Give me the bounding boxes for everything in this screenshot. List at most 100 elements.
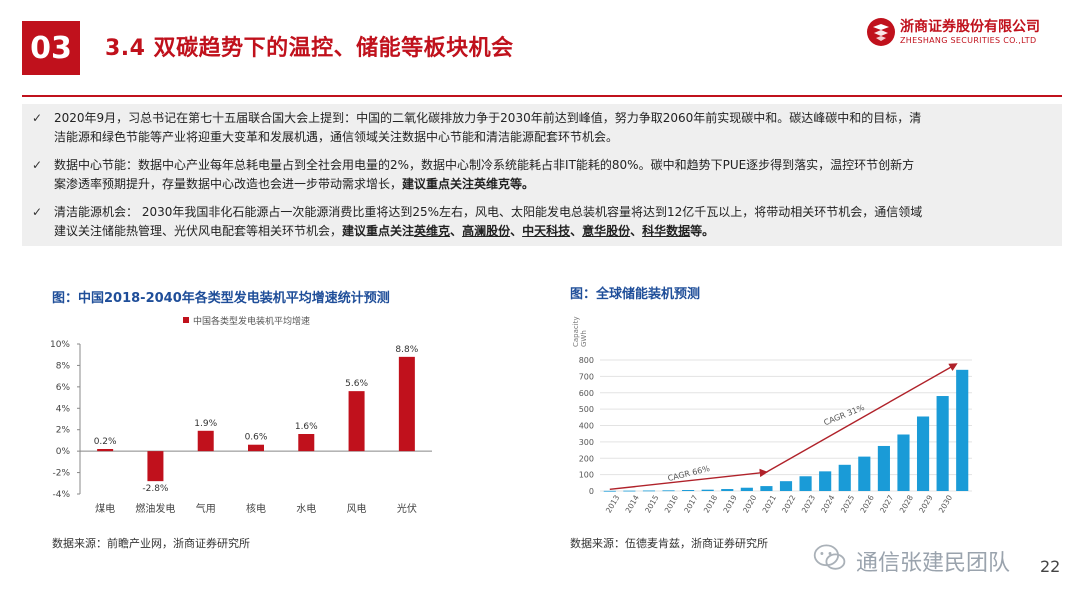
y-tick-label: 10% (50, 340, 70, 350)
legend-swatch (183, 317, 189, 323)
trend-arrow (609, 468, 769, 491)
bullet-panel: ✓ 2020年9月，习总书记在第七十五届联合国大会上提到：中国的二氧化碳排放力争… (22, 104, 1062, 246)
bullet-emphasis: 建议重点关注英维克等。 (402, 177, 535, 191)
bar (721, 489, 734, 491)
legend-label: 中国各类型发电装机平均增速 (193, 315, 310, 327)
bar (819, 471, 832, 491)
x-tick-label: 2016 (663, 493, 680, 514)
logo-chinese-name: 浙商证券股份有限公司 (900, 19, 1040, 35)
bullet-text: 数据中心节能：数据中心产业每年总耗电量占到全社会用电量的2%，数据中心制冷系统能… (54, 158, 915, 172)
chart1-source: 数据来源：前瞻产业网，浙商证券研究所 (52, 537, 250, 550)
bar (740, 487, 753, 491)
y-tick-label: -2% (52, 469, 70, 479)
chart2-title: 图：全球储能装机预测 (570, 287, 701, 302)
stock-name: 意华股份 (582, 224, 631, 238)
y-tick-label: 400 (579, 422, 594, 431)
x-tick-label: 气用 (196, 502, 216, 515)
bar (662, 490, 675, 492)
y-tick-label: 2% (56, 426, 71, 436)
separator: 、 (630, 224, 643, 238)
checkmark-icon: ✓ (32, 205, 43, 219)
separator: 、 (570, 224, 583, 238)
y-tick-label: 500 (579, 405, 594, 414)
bar (603, 490, 616, 492)
y-tick-label: 100 (579, 471, 594, 480)
bar (897, 434, 910, 491)
bullet-item: ✓ 清洁能源机会： 2030年我国非化石能源占一次能源消费比重将达到25%左右，… (32, 203, 1054, 241)
x-tick-label: 煤电 (95, 502, 115, 515)
generation-growth-chart: 中国各类型发电装机平均增速 10% 8% 6% 4% 2% 0% -2% -4% 0.2% 煤电 -2… (50, 315, 432, 515)
bar (348, 391, 365, 452)
y-tick-label: 0% (56, 447, 71, 457)
bar (838, 464, 851, 491)
bar (642, 490, 656, 492)
trend-arrow (766, 363, 958, 473)
bar (779, 481, 793, 491)
bar (858, 456, 871, 491)
x-tick-label: 光伏 (397, 502, 417, 515)
stock-name: 中天科技 (522, 224, 571, 238)
checkmark-icon: ✓ (32, 158, 43, 172)
x-tick-label: 2026 (858, 493, 875, 514)
x-tick-label: 风电 (347, 502, 367, 515)
x-tick-label: 2028 (898, 493, 915, 514)
x-tick-label: 2025 (839, 493, 856, 514)
bar (248, 444, 264, 452)
logo-mark-icon (867, 18, 895, 46)
x-tick-label: 燃油发电 (135, 502, 175, 515)
y-tick-label: 8% (56, 361, 71, 371)
y-tick-label: 700 (579, 372, 594, 381)
x-tick-label: 2014 (624, 493, 641, 514)
y-axis-title-line: GWh (580, 330, 588, 347)
y-tick-label: 0 (589, 487, 594, 496)
y-tick-label: -4% (52, 490, 70, 500)
y-axis-title-line: Capacity (572, 316, 580, 347)
x-tick-label: 2029 (917, 493, 934, 514)
bar (197, 430, 214, 452)
x-tick-label: 水电 (296, 502, 316, 515)
x-tick-label: 2017 (682, 493, 699, 514)
stock-name: 高澜股份 (462, 224, 511, 238)
bar (877, 445, 890, 491)
bullet-item: ✓ 数据中心节能：数据中心产业每年总耗电量占到全社会用电量的2%，数据中心制冷系… (32, 156, 1054, 194)
data-label: 0.2% (94, 437, 117, 447)
x-tick-label: 2024 (819, 493, 836, 514)
company-logo: 浙商证券股份有限公司 ZHESHANG SECURITIES CO.,LTD (866, 16, 1056, 52)
y-tick-label: 200 (579, 454, 594, 463)
separator: 、 (450, 224, 463, 238)
slide-title: 3.4 双碳趋势下的温控、储能等板块机会 (105, 36, 514, 61)
y-tick-label: 300 (579, 438, 594, 447)
section-number-badge: 03 (22, 21, 80, 75)
storage-capacity-chart: Capacity GWh 800 700 600 500 400 300 200 100 0 2013… (572, 316, 972, 515)
stock-name: 科华数据 (642, 224, 691, 238)
x-tick-label: 2019 (721, 493, 738, 514)
bar (298, 434, 315, 452)
stock-name: 英维克 (414, 224, 451, 238)
x-tick-label: 2023 (800, 493, 817, 514)
watermark-text: 通信张建民团队 (856, 551, 1011, 576)
bullet-text: 案渗透率预期提升，存量数据中心改造也会进一步带动需求增长， (54, 177, 403, 191)
y-axis-title: Capacity GWh (572, 316, 588, 347)
y-tick-label: 6% (56, 383, 71, 393)
bar (936, 396, 949, 491)
page-number: 22 (1040, 557, 1061, 576)
bar (701, 489, 714, 491)
bullet-text: 清洁能源机会： 2030年我国非化石能源占一次能源消费比重将达到25%左右，风电… (54, 205, 923, 219)
x-tick-label: 2018 (702, 493, 719, 514)
bar (623, 490, 636, 492)
bar (799, 476, 812, 491)
bullet-item: ✓ 2020年9月，习总书记在第七十五届联合国大会上提到：中国的二氧化碳排放力争… (32, 109, 1054, 147)
bullet-emphasis: 建议重点关注 (342, 224, 415, 238)
x-tick-label: 2015 (643, 493, 660, 514)
x-tick-label: 核电 (246, 502, 266, 515)
data-label: -2.8% (142, 484, 169, 494)
y-tick-label: 4% (56, 404, 71, 414)
bullet-text: 洁能源和绿色节能等产业将迎重大变革和发展机遇，通信领域关注数据中心节能和清洁能源… (54, 130, 619, 144)
bullet-emphasis: 等。 (690, 224, 715, 238)
bullet-text: 建议关注储能热管理、光伏风电配套等相关环节机会， (54, 224, 343, 238)
bar (97, 449, 114, 452)
x-tick-label: 2020 (741, 493, 758, 514)
x-tick-label: 2027 (878, 493, 895, 514)
title-divider (22, 95, 1062, 97)
x-tick-label: 2030 (937, 493, 954, 514)
